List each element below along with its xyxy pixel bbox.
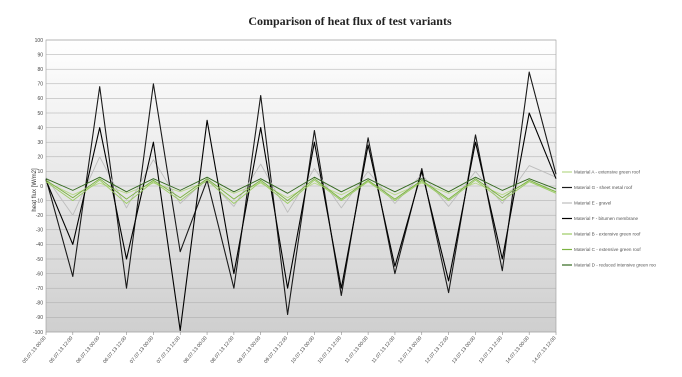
x-tick-label: 11.07.13 00:00: [344, 335, 370, 364]
series-line-2: [45, 71, 557, 316]
x-tick-label: 11.07.13 12:00: [371, 335, 397, 364]
series-lines: [45, 71, 557, 332]
y-tick-label: 30: [37, 140, 43, 146]
x-tick-label: 12.07.13 12:00: [424, 335, 450, 365]
y-tick-label: 70: [37, 82, 43, 88]
x-tick-label: 10.07.13 12:00: [317, 335, 343, 365]
legend-label: Material B - extensive green roof: [574, 232, 641, 237]
y-tick-label: 10: [37, 169, 43, 175]
x-tick-label: 06.07.13 00:00: [75, 335, 101, 365]
legend-label: Material E - gravel: [574, 201, 611, 206]
y-tick-label: 50: [37, 111, 43, 117]
legend-label: Material F - bitumen membrane: [574, 216, 639, 221]
x-tick-label: 07.07.13 12:00: [156, 335, 182, 365]
y-tick-label: 80: [37, 67, 43, 73]
legend: Material A - extensive green roof Materia…: [562, 170, 656, 268]
y-tick-label: -20: [36, 213, 43, 219]
chart-title: Comparison of heat flux of test variants: [248, 14, 452, 28]
y-tick-label: -60: [36, 271, 43, 277]
x-tick-label: 14.07.13 00:00: [505, 335, 531, 365]
x-axis: 05.07.13 00:00 05.07.13 12:00 06.07.13 00:…: [21, 332, 558, 365]
y-tick-label: -100: [33, 330, 43, 336]
legend-label: Material G - sheet metal roof: [574, 185, 633, 190]
x-tick-label: 10.07.13 00:00: [290, 335, 316, 365]
x-tick-label: 05.07.13 00:00: [21, 335, 47, 365]
x-tick-label: 05.07.13 12:00: [48, 335, 74, 365]
y-tick-label: -70: [36, 286, 43, 292]
x-tick-label: 06.07.13 12:00: [102, 335, 128, 365]
y-tick-label: -10: [36, 198, 43, 204]
x-tick-label: 08.07.13 00:00: [183, 335, 209, 365]
y-tick-label: -40: [36, 242, 43, 248]
x-tick-label: 09.07.13 00:00: [236, 335, 262, 365]
x-tick-label: 12.07.13 00:00: [397, 335, 423, 365]
y-axis-label: heat flux [W/m2]: [32, 168, 38, 212]
y-tick-label: -50: [36, 257, 43, 263]
legend-label: Material D - reduced intensive green roo: [574, 263, 656, 268]
x-tick-label: 14.07.13 12:00: [531, 335, 557, 365]
y-tick-label: 0: [40, 184, 43, 190]
series-line-6: [45, 178, 557, 202]
grid: [46, 39, 556, 333]
x-tick-label: 08.07.13 12:00: [209, 335, 235, 365]
x-tick-label: 09.07.13 12:00: [263, 335, 289, 365]
x-tick-label: 13.07.13 12:00: [478, 335, 504, 365]
y-tick-label: -90: [36, 315, 43, 321]
x-tick-label: 13.07.13 00:00: [451, 335, 477, 365]
y-axis: 1009080706050403020100-10-20-30-40-50-60…: [33, 38, 43, 336]
y-tick-label: 90: [37, 52, 43, 58]
y-tick-label: 20: [37, 155, 43, 161]
x-tick-label: 07.07.13 00:00: [129, 335, 155, 365]
legend-label: Material A - extensive green roof: [574, 170, 641, 175]
y-tick-label: 60: [37, 96, 43, 102]
y-tick-label: -30: [36, 228, 43, 234]
series-line-7: [45, 176, 557, 194]
series-line-5: [45, 179, 557, 204]
y-tick-label: 40: [37, 125, 43, 131]
y-tick-label: 100: [35, 38, 44, 44]
legend-label: Material C - extensive green roof: [574, 247, 641, 252]
y-tick-label: -80: [36, 301, 43, 307]
series-line-4: [45, 112, 557, 332]
